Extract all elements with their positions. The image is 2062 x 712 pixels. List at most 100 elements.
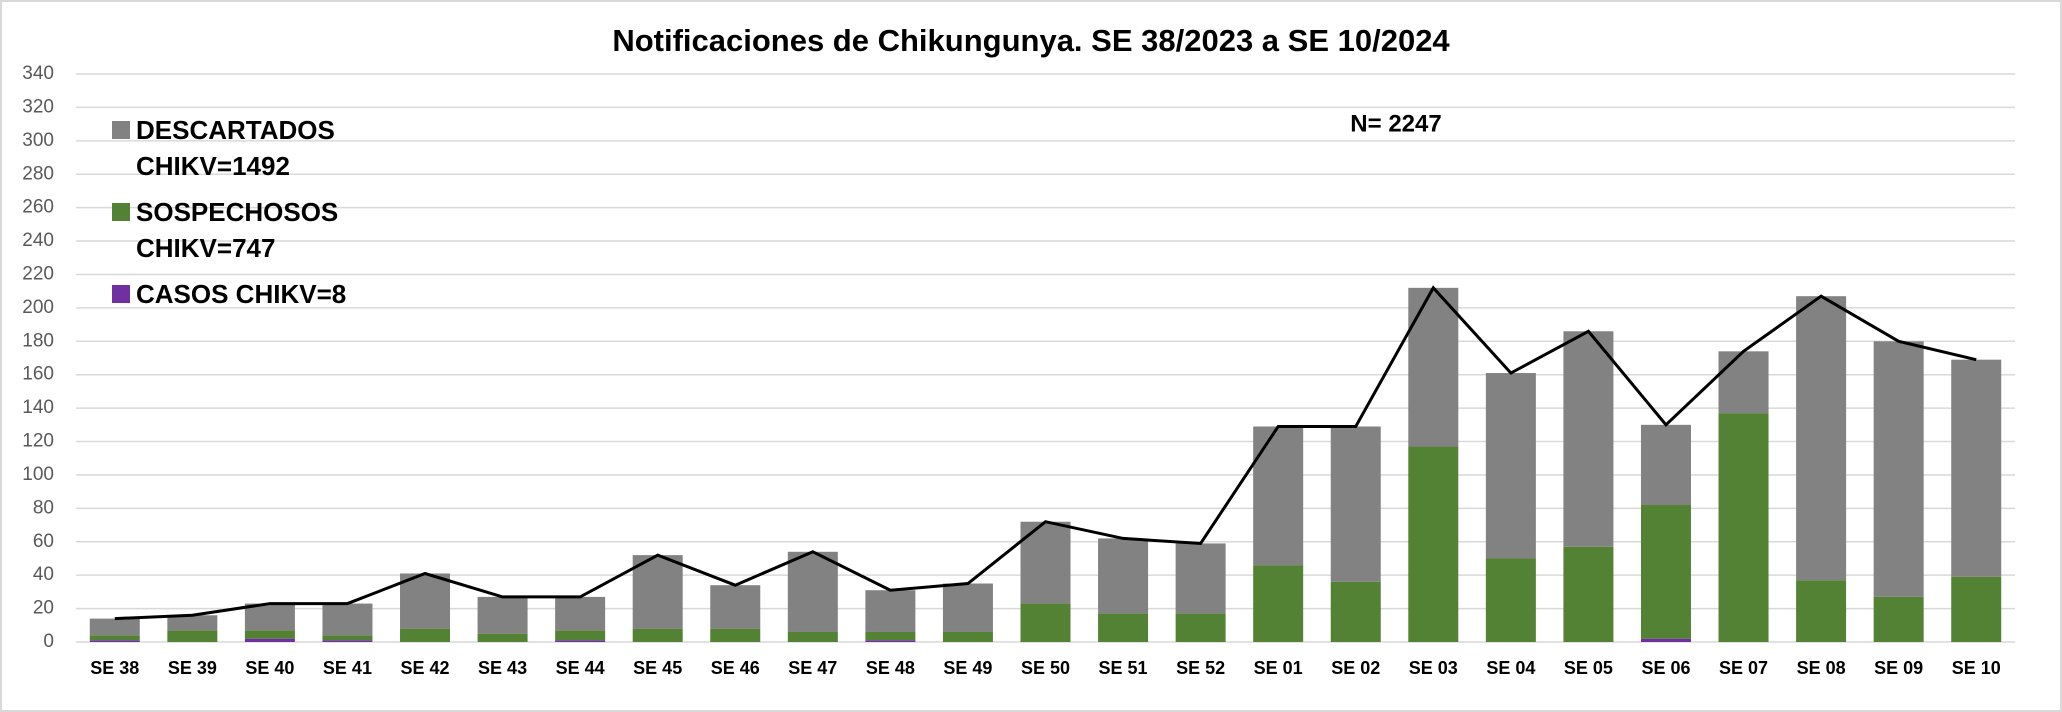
x-tick-label: SE 41 [323,658,372,678]
x-tick-label: SE 52 [1176,658,1225,678]
bar-segment [1718,351,1769,414]
bar-segment [1330,581,1381,642]
x-tick-label: SE 40 [245,658,294,678]
bar-segment [942,631,993,642]
bar-segment [1485,558,1536,642]
bar-segment [1640,424,1691,506]
x-tick-label: SE 48 [866,658,915,678]
bar-segment [1020,603,1071,642]
bar-segment [1718,413,1769,642]
bar-segment [167,615,218,631]
legend-label: DESCARTADOS CHIKV=1492 [136,115,335,181]
x-tick-label: SE 05 [1564,658,1613,678]
bar-segment [710,585,761,629]
y-tick-label: 80 [33,497,54,518]
bar-segment [787,631,838,642]
bar-segment [244,638,295,642]
y-tick-label: 160 [22,364,54,385]
legend-swatch [112,285,130,303]
bar-segment [244,603,295,631]
bar-segment [632,555,683,629]
bar-segment [1796,580,1847,642]
bar-segment [1175,613,1226,642]
y-tick-label: 60 [33,531,54,552]
bar-segment [322,640,373,642]
bar-segment [632,628,683,642]
bar-segment [400,573,451,629]
bar-segment [555,640,606,642]
legend-item: DESCARTADOS CHIKV=1492 [112,112,372,184]
bar-segment [1098,538,1149,614]
bar-segment [555,630,606,641]
chart-title: Notificaciones de Chikungunya. SE 38/202… [612,23,1450,58]
annotation: N= 2247 [1350,110,1441,137]
y-tick-label: 200 [22,297,54,318]
bar-segment [710,628,761,642]
bar-segment [1951,576,2002,642]
bar-segment [322,635,373,641]
bar-segment [477,633,528,642]
bar-segment [1563,546,1614,642]
legend-swatch [112,121,130,139]
x-tick-label: SE 49 [943,658,992,678]
x-tick-label: SE 42 [400,658,449,678]
bar-segment [89,640,140,642]
y-tick-label: 20 [33,598,54,619]
y-tick-label: 300 [22,130,54,151]
y-tick-label: 340 [22,63,54,84]
bar-segment [555,596,606,631]
bar-segment [1253,426,1304,566]
legend-item: CASOS CHIKV=8 [112,276,372,312]
x-tick-label: SE 03 [1409,658,1458,678]
y-tick-label: 280 [22,163,54,184]
bar-segment [322,603,373,636]
bar-segment [1330,426,1381,582]
bar-segment [1408,287,1459,447]
bar-segment [167,630,218,642]
x-tick-label: SE 51 [1099,658,1148,678]
bar-segment [942,583,993,632]
bar-segment [1485,373,1536,559]
bar-segment [865,590,916,632]
y-tick-label: 260 [22,197,54,218]
x-tick-label: SE 43 [478,658,527,678]
bar-segment [865,631,916,641]
bar-segment [787,551,838,632]
legend-item: SOSPECHOSOS CHIKV=747 [112,194,372,266]
x-tick-label: SE 44 [556,658,605,678]
bar-segment [1951,359,2002,577]
x-tick-label: SE 47 [788,658,837,678]
x-tick-label: SE 06 [1641,658,1690,678]
total-line [114,285,1977,621]
legend: DESCARTADOS CHIKV=1492 SOSPECHOSOS CHIKV=… [112,112,372,322]
bar-segment [1640,638,1691,642]
bar-segment [1098,613,1149,642]
x-tick-label: SE 08 [1797,658,1846,678]
bar-segment [89,635,140,641]
x-tick-label: SE 10 [1952,658,2001,678]
bar-segment [1873,596,1924,642]
bar-segment [1796,296,1847,581]
bar-segment [1873,341,1924,597]
legend-label: CASOS CHIKV=8 [136,279,347,309]
bar-segment [89,618,140,636]
y-tick-label: 40 [33,564,54,585]
bar-segment [1640,505,1691,639]
y-tick-label: 120 [22,431,54,452]
x-tick-label: SE 45 [633,658,682,678]
y-tick-label: 320 [22,96,54,117]
bar-segment [244,630,295,639]
bar-segment [1175,543,1226,614]
y-tick-label: 100 [22,464,54,485]
bar-segment [1563,331,1614,547]
x-tick-label: SE 38 [90,658,139,678]
y-tick-label: 220 [22,263,54,284]
x-tick-label: SE 46 [711,658,760,678]
bar-segment [1253,565,1304,642]
y-tick-label: 0 [43,631,54,652]
y-tick-label: 140 [22,397,54,418]
x-tick-label: SE 50 [1021,658,1070,678]
